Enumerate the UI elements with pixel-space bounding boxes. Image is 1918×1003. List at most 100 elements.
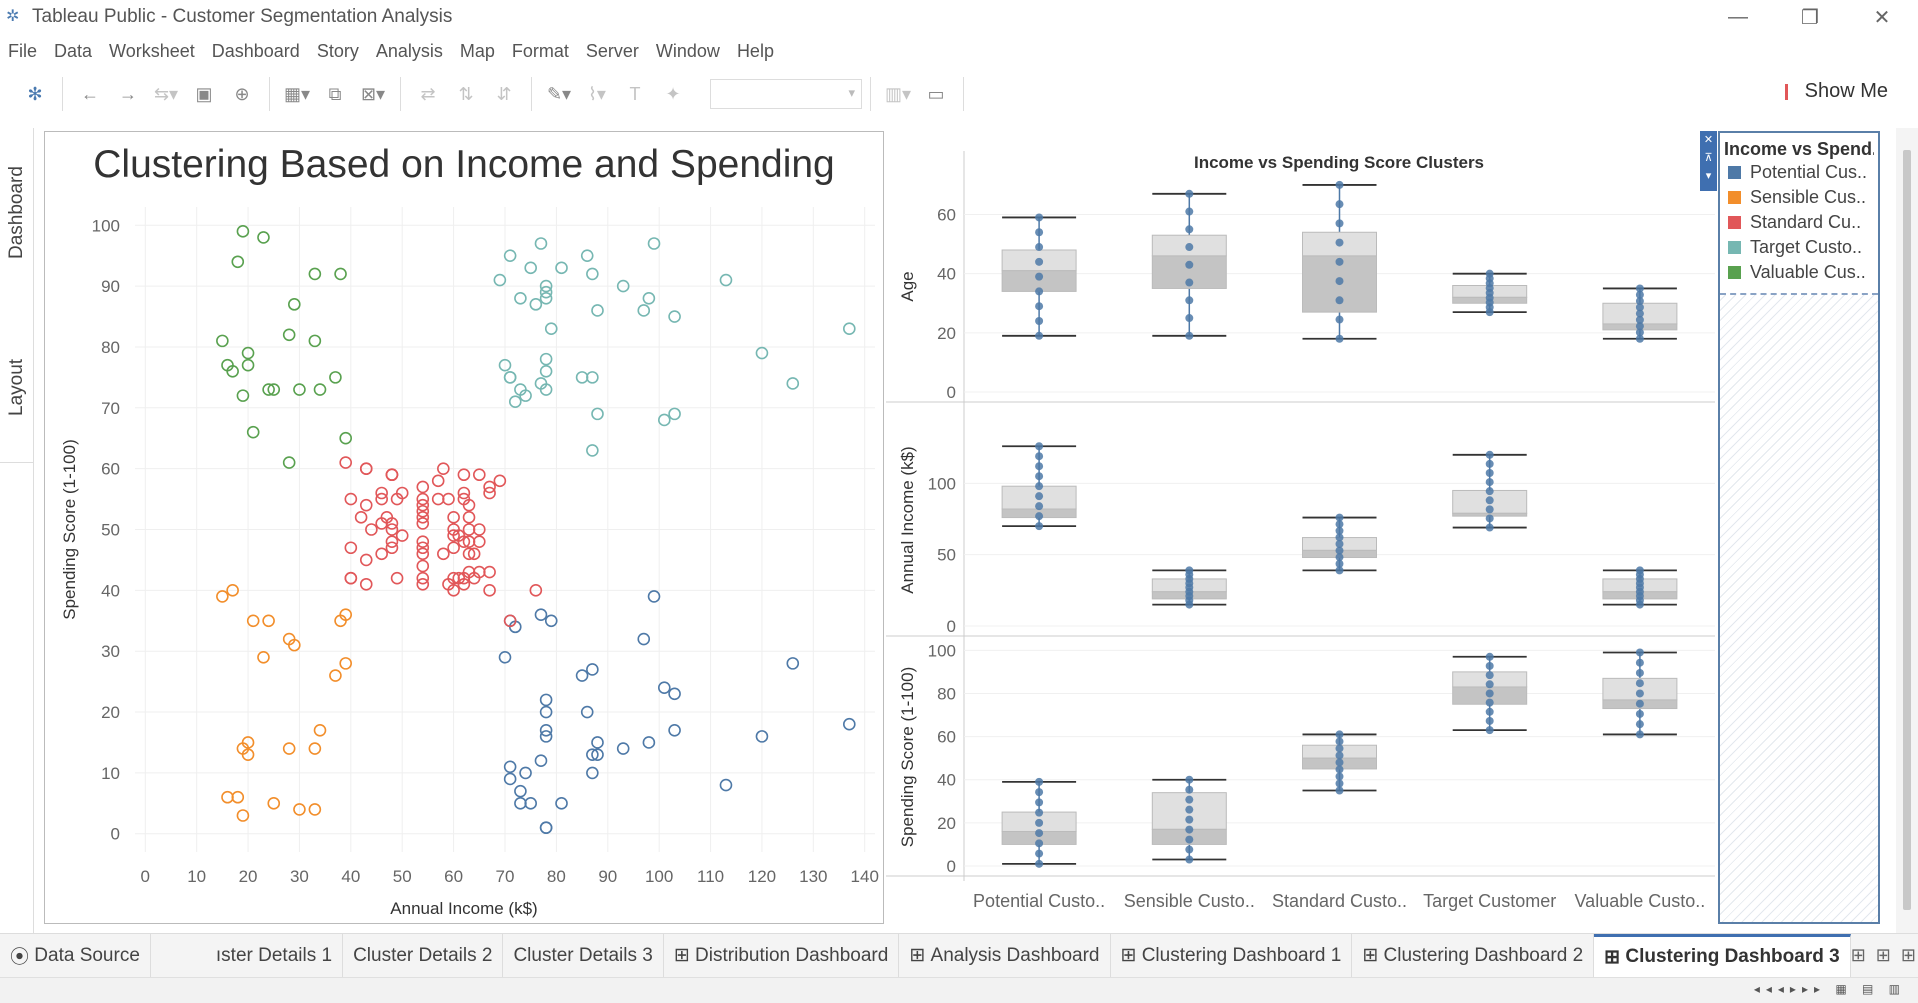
box-point [1035, 213, 1044, 222]
scatter-point [529, 298, 543, 311]
toolbar-separator [531, 77, 532, 111]
tab-clustering-dashboard-2[interactable]: ⊞ Clustering Dashboard 2 [1352, 934, 1595, 977]
box-y-tick-label: 60 [937, 728, 956, 747]
boxplot-chart[interactable]: Income vs Spending Score Clusters 0 20 40 60… [886, 131, 1716, 924]
tab-cluster-details-1[interactable]: ıster Details 1 [206, 934, 344, 977]
y-tick-label: 30 [101, 642, 120, 661]
new-worksheet-icon[interactable]: ▦▾ [283, 83, 311, 104]
new-dashboard-tab-icon[interactable]: ⊞ [1875, 945, 1891, 965]
vertical-scrollbar[interactable] [1896, 128, 1918, 933]
menu-dashboard[interactable]: Dashboard [211, 40, 300, 61]
scatter-point [534, 754, 548, 768]
redo-icon[interactable]: → [119, 83, 137, 104]
box-y-tick-label: 20 [937, 814, 956, 833]
new-datasource-icon[interactable]: ⊕ [234, 83, 250, 104]
sheet-navigation-icons[interactable]: ◂◂◂▸▸▸ ▦ ▤ ▥ [1753, 982, 1906, 996]
new-worksheet-tab-icon[interactable]: ⊞ [1850, 945, 1866, 965]
fit-dropdown[interactable] [710, 79, 862, 109]
sort-descending-icon[interactable]: ⇵ [496, 83, 512, 104]
legend-item[interactable]: Potential Cus.. [1724, 160, 1874, 185]
replace-data-icon[interactable]: ⇆▾ [153, 83, 179, 104]
legend-item[interactable]: Standard Cu.. [1724, 210, 1874, 235]
scatter-point [483, 565, 496, 579]
save-icon[interactable]: ▣ [195, 83, 213, 104]
scatter-point [241, 748, 255, 761]
scatter-point [416, 511, 430, 524]
scatter-point [668, 310, 681, 323]
box-point [1185, 207, 1194, 216]
menu-story[interactable]: Story [316, 40, 359, 61]
box-point [1635, 303, 1644, 312]
tab-cluster-details-2[interactable]: Cluster Details 2 [343, 934, 504, 977]
menu-help[interactable]: Help [736, 40, 774, 61]
tableau-home-icon[interactable]: ✻ [27, 83, 43, 104]
scatter-point [508, 395, 522, 409]
tab-clustering-dashboard-1[interactable]: ⊞ Clustering Dashboard 1 [1111, 934, 1353, 977]
scatter-point [498, 650, 512, 664]
scatter-point [226, 584, 239, 597]
clear-sheet-icon[interactable]: ⊠▾ [360, 83, 386, 104]
close-button[interactable]: ✕ [1873, 6, 1891, 29]
scatter-point [457, 468, 471, 482]
new-story-tab-icon[interactable]: ⊞ [1900, 945, 1916, 965]
scatter-point [241, 358, 255, 372]
box-point [1185, 815, 1194, 824]
tab-clustering-dashboard-3[interactable]: ⊞ Clustering Dashboard 3 [1594, 934, 1851, 977]
scatter-point [344, 571, 358, 585]
scatter-point [447, 529, 460, 542]
scatter-point [339, 431, 352, 445]
box-point [1335, 786, 1344, 795]
menu-format[interactable]: Format [511, 40, 569, 61]
legend-item[interactable]: Sensible Cus.. [1724, 185, 1874, 210]
show-me-button[interactable]: Show Me [1784, 80, 1888, 103]
box-point [1035, 462, 1044, 471]
undo-icon[interactable]: ← [81, 83, 99, 104]
presentation-mode-icon[interactable]: ▭ [927, 83, 945, 104]
tab-label: Clustering Dashboard 3 [1625, 946, 1840, 967]
scatter-point [503, 371, 517, 384]
box-point [1335, 277, 1344, 286]
tab-data-source[interactable]: ⦿ Data Source [0, 934, 151, 977]
box-y-tick-label: 20 [937, 324, 956, 343]
menu-worksheet[interactable]: Worksheet [109, 40, 195, 61]
menu-window[interactable]: Window [655, 40, 720, 61]
scatter-point [339, 608, 352, 621]
restore-button[interactable]: ❐ [1801, 6, 1819, 29]
duplicate-sheet-icon[interactable]: ⧉ [328, 83, 342, 104]
legend-item[interactable]: Valuable Cus.. [1724, 260, 1874, 285]
tab-analysis-dashboard[interactable]: ⊞ Analysis Dashboard [899, 934, 1111, 977]
scatter-point [216, 590, 229, 603]
toolbar-separator [870, 77, 871, 111]
legend-controls[interactable]: ✕ ⊼ ▾ [1700, 131, 1717, 191]
menu-analysis[interactable]: Analysis [375, 40, 443, 61]
legend-item-label: Valuable Cus.. [1750, 262, 1866, 282]
box-point [1185, 331, 1194, 340]
menu-map[interactable]: Map [459, 40, 495, 61]
minimize-button[interactable]: — [1728, 5, 1748, 28]
tab-distribution-dashboard[interactable]: ⊞ Distribution Dashboard [664, 934, 900, 977]
menu-data[interactable]: Data [54, 40, 93, 61]
legend-swatch [1728, 166, 1741, 179]
scatter-point [431, 474, 445, 488]
sort-ascending-icon[interactable]: ⇅ [458, 83, 474, 104]
label-icon[interactable]: T [629, 83, 641, 104]
scrollbar-thumb[interactable] [1903, 150, 1911, 910]
side-tabs: Dashboard Layout [0, 128, 34, 933]
tab-cluster-details-3[interactable]: Cluster Details 3 [503, 934, 664, 977]
legend-item[interactable]: Target Custo.. [1724, 235, 1874, 260]
show-cards-icon[interactable]: ▥▾ [884, 83, 912, 104]
scatter-point [514, 797, 527, 810]
menu-server[interactable]: Server [585, 40, 639, 61]
box-point [1635, 290, 1644, 299]
box-point [1035, 859, 1044, 868]
scatter-chart[interactable]: Clustering Based on Income and Spending 0… [45, 132, 883, 923]
menu-file[interactable]: File [8, 40, 38, 61]
swap-icon[interactable]: ⇄ [420, 83, 436, 104]
highlight-icon[interactable]: ✎▾ [546, 83, 572, 104]
box-point [1035, 452, 1044, 461]
pin-icon[interactable]: ✦ [665, 83, 681, 104]
scatter-point [359, 498, 373, 512]
group-icon[interactable]: ⌇▾ [588, 83, 606, 104]
layout-side-tab[interactable]: Layout [0, 313, 34, 463]
dashboard-side-tab[interactable]: Dashboard [6, 166, 27, 260]
